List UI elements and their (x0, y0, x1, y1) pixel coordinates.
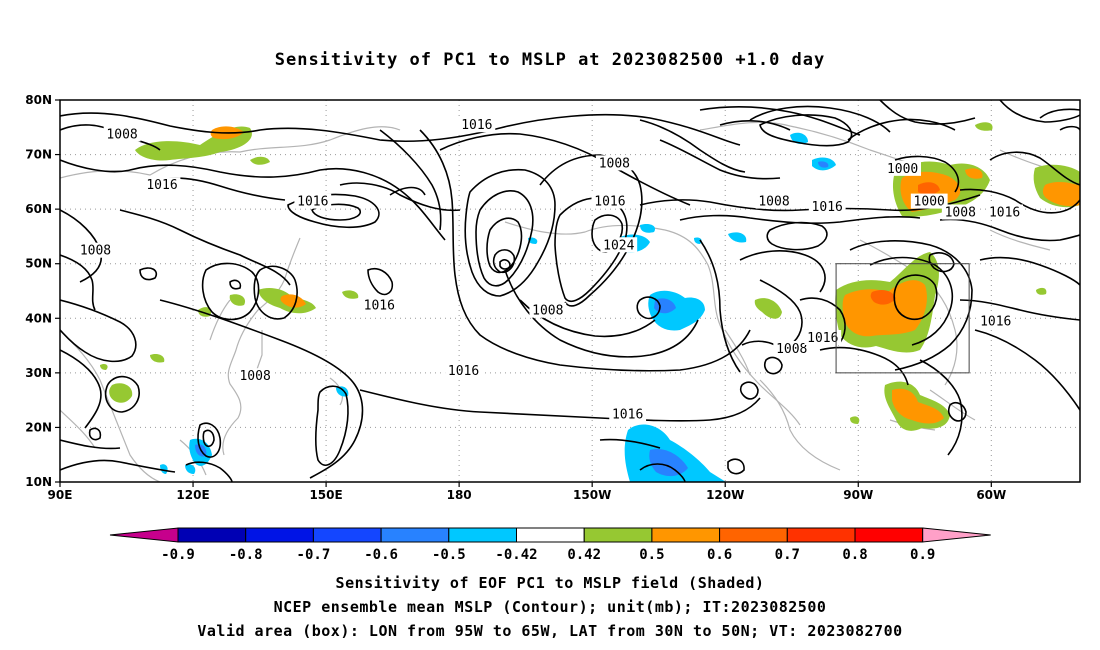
lat-label: 70N (25, 148, 52, 162)
contour-label-bg (808, 199, 846, 215)
lon-label: 150W (573, 488, 611, 502)
contour-label: 1000 (887, 162, 918, 177)
contour-label-bg (103, 126, 141, 142)
contour-label: 1008 (776, 342, 807, 357)
contour-label: 1000 (914, 195, 945, 210)
colorbar-box (380, 527, 450, 543)
contour-label: 1016 (612, 407, 643, 422)
colorbar-label: 0.5 (639, 547, 664, 563)
contour-labels: 1008101610081016101610081016102410081016… (77, 117, 1024, 422)
sensitivity-shading (100, 122, 1080, 482)
contour-label-bg (595, 155, 633, 171)
colorbar-label: -0.42 (495, 547, 537, 563)
colorbar-label: 0.8 (842, 547, 867, 563)
colorbar-box (245, 527, 314, 543)
colorbar-box (583, 527, 653, 543)
lon-label: 60W (976, 488, 1006, 502)
contour-label-bg (910, 193, 948, 209)
colorbar: -0.9 -0.8 -0.7 -0.6 -0.5 -0.42 0.42 0.5 0.6 0.7 0.… (109, 527, 991, 563)
contour-label-bg (458, 117, 496, 133)
contour-label: 1008 (599, 156, 630, 171)
contour-label: 1008 (758, 195, 789, 210)
map-title: Sensitivity of PC1 to MSLP at 2023082500… (274, 50, 826, 70)
contour-label: 1024 (603, 238, 634, 253)
contour-label: 1008 (239, 369, 270, 384)
colorbar-label: 0.7 (775, 547, 800, 563)
colorbar-box (312, 527, 382, 543)
lon-label: 90W (843, 488, 873, 502)
lat-label: 50N (25, 257, 52, 271)
contour-label-bg (884, 160, 922, 176)
contour-label: 1008 (106, 127, 137, 142)
lon-label: 120W (706, 488, 744, 502)
lat-label: 10N (25, 475, 52, 489)
colorbar-arrow-high (922, 527, 991, 543)
lat-label: 60N (25, 202, 52, 216)
contour-label: 1016 (461, 118, 492, 133)
contour-label-bg (609, 406, 647, 422)
lon-label: 90E (48, 488, 73, 502)
footer-line-1: Sensitivity of EOF PC1 to MSLP field (Sh… (335, 574, 765, 592)
latitude-labels: 80N 70N 60N 50N 40N 30N 20N 10N (25, 93, 60, 489)
contour-label-bg (143, 177, 181, 193)
contour-label-bg (360, 297, 398, 313)
contour-label-bg (445, 362, 482, 378)
contour-label-bg (986, 204, 1024, 220)
lat-label: 80N (25, 93, 52, 107)
plot-frame (59, 99, 1081, 483)
colorbar-label: 0.42 (567, 547, 601, 563)
contour-label: 1008 (945, 206, 976, 221)
lat-label: 40N (25, 311, 52, 325)
contour-label: 1016 (980, 315, 1011, 330)
contour-label: 1016 (364, 298, 395, 313)
contour-label-bg (77, 242, 114, 258)
sensitivity-map: 1008101610081016101610081016102410081016… (25, 93, 1081, 563)
longitude-labels: 90E 120E 150E 180 150W 120W 90W 60W (48, 482, 1006, 502)
colorbar-box (719, 527, 788, 543)
colorbar-arrow-low (109, 527, 179, 543)
contour-label-bg (294, 193, 332, 209)
footer-line-2: NCEP ensemble mean MSLP (Contour); unit(… (273, 598, 827, 616)
contour-label: 1008 (532, 304, 563, 319)
lat-label: 30N (25, 366, 52, 380)
contour-label: 1016 (807, 331, 838, 346)
colorbar-label: -0.5 (432, 547, 466, 563)
colorbar-label: 0.6 (707, 547, 732, 563)
lon-label: 120E (176, 488, 209, 502)
mslp-contours (60, 100, 1080, 482)
contour-label-bg (977, 313, 1015, 329)
contour-label-bg (600, 237, 638, 253)
contour-label: 1016 (594, 195, 625, 210)
colorbar-box (854, 527, 924, 543)
colorbar-box (177, 527, 247, 543)
colorbar-box (651, 527, 721, 543)
valid-area-box (835, 263, 970, 374)
contour-label: 1016 (989, 206, 1020, 221)
contour-label: 1016 (448, 364, 479, 379)
contour-label-bg (755, 193, 793, 209)
colorbar-box (448, 527, 517, 543)
lon-label: 180 (447, 488, 472, 502)
lon-label: 150E (309, 488, 342, 502)
contour-label: 1016 (812, 200, 843, 215)
colorbar-label: -0.9 (161, 547, 195, 563)
footer-line-3: Valid area (box): LON from 95W to 65W, L… (197, 622, 903, 640)
contour-label: 1008 (80, 244, 111, 259)
contour-label-bg (773, 340, 811, 356)
colorbar-box (516, 527, 585, 543)
colorbar-label: -0.8 (229, 547, 263, 563)
colorbar-label: -0.6 (364, 547, 398, 563)
contour-label-bg (804, 330, 842, 346)
colorbar-box (786, 527, 856, 543)
contour-label-bg (941, 204, 979, 220)
colorbar-label: 0.9 (910, 547, 935, 563)
contour-label: 1016 (146, 178, 177, 193)
contour-label-bg (529, 302, 567, 318)
lat-label: 20N (25, 420, 52, 434)
contour-label-bg (591, 193, 629, 209)
contour-label-bg (236, 368, 274, 384)
colorbar-label: -0.7 (297, 547, 331, 563)
contour-label: 1016 (297, 195, 328, 210)
